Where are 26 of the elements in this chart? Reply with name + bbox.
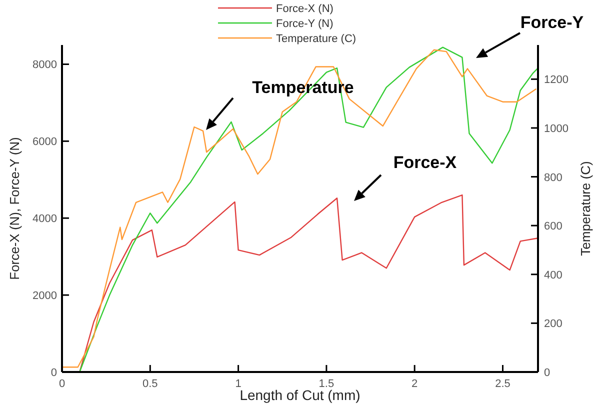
y2-tick-label: 1000 [544, 122, 568, 135]
legend-label: Temperature (C) [276, 33, 356, 45]
x-tick-label: 2.5 [495, 378, 510, 390]
y-tick-label: 8000 [32, 59, 57, 72]
legend-label: Force-X (N) [276, 3, 334, 15]
annotation: Force-X [393, 153, 458, 172]
y2-tick-label: 1200 [544, 74, 568, 86]
x-tick-label: 1.5 [318, 378, 334, 390]
y2-tick-label: 0 [544, 367, 550, 379]
x-tick-label: 0 [58, 378, 66, 390]
y-tick-label: 2000 [32, 290, 57, 302]
y2-axis-title: Temperature (C) [578, 161, 593, 256]
legend-label: Force-Y (N) [276, 18, 334, 30]
x-axis-title: Length of Cut (mm) [240, 387, 360, 403]
y2-tick-label: 800 [544, 172, 562, 184]
y-tick-label: 4000 [32, 213, 57, 226]
x-tick-label: 0.5 [142, 378, 158, 390]
y2-tick-label: 600 [544, 220, 562, 233]
y2-tick-label: 200 [544, 318, 562, 330]
x-tick-label: 1 [235, 378, 242, 390]
x-tick-label: 2 [412, 378, 418, 390]
y2-tick-label: 400 [544, 269, 562, 282]
y-tick-label: 0 [50, 367, 57, 379]
y-tick-label: 6000 [32, 136, 57, 148]
y-axis-title: Force-X (N), Force-Y (N) [7, 137, 22, 280]
text: Force-Y [520, 13, 584, 32]
